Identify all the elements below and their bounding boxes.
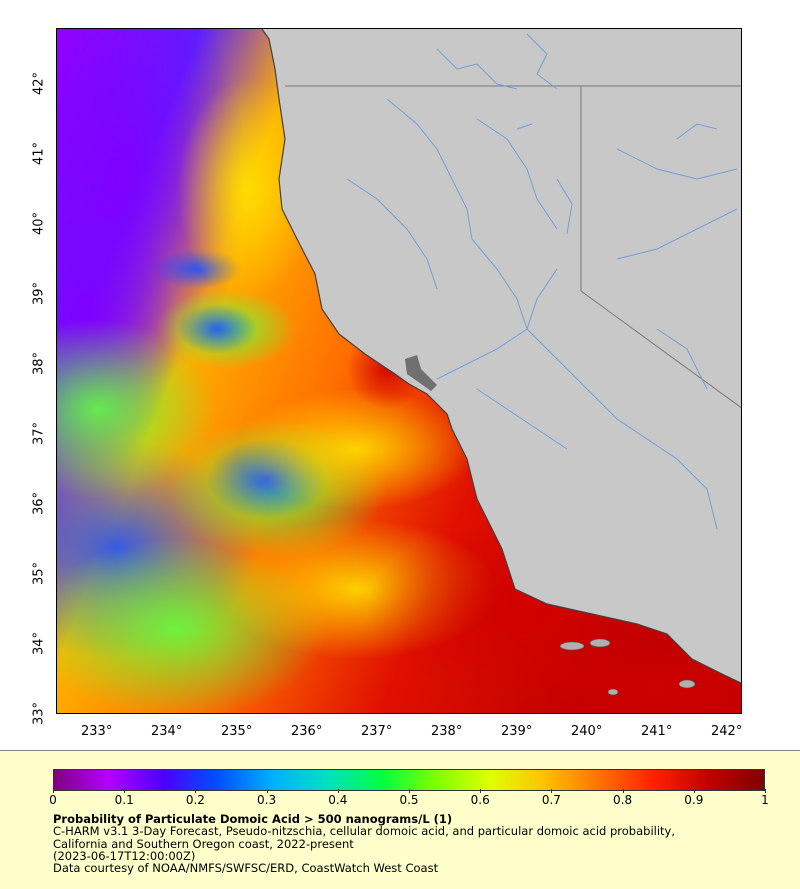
colorbar-tick-mark — [765, 789, 766, 793]
colorbar-tick-label: 0.7 — [541, 793, 561, 807]
caption: Probability of Particulate Domoic Acid >… — [53, 812, 793, 876]
colorbar-tick-label: 0.9 — [684, 793, 704, 807]
lat-tick-label: 41° — [31, 141, 47, 166]
lat-tick-label: 40° — [31, 211, 47, 236]
channel-island — [607, 688, 619, 696]
colorbar-tick-label: 0.2 — [185, 793, 205, 807]
channel-island — [678, 679, 696, 689]
lon-tick-label: 237° — [361, 724, 393, 739]
colorbar-tick-mark — [693, 789, 695, 793]
colorbar-tick-mark — [622, 789, 624, 793]
lat-tick-label: 35° — [31, 561, 47, 586]
colorbar — [53, 769, 765, 791]
colorbar-tick-label: 0.1 — [114, 793, 134, 807]
state-border-ca-nv — [580, 86, 741, 409]
colorbar-tick-label: 1 — [761, 793, 769, 807]
legend-panel: Probability of Particulate Domoic Acid >… — [0, 750, 800, 889]
colorbar-tick-mark — [124, 789, 126, 793]
rivers — [346, 33, 738, 530]
map-svg — [57, 29, 741, 713]
caption-title: Probability of Particulate Domoic Acid >… — [53, 812, 453, 826]
colorbar-tick-label: 0 — [49, 793, 57, 807]
channel-island — [559, 641, 585, 651]
caption-line: Data courtesy of NOAA/NMFS/SWFSC/ERD, Co… — [53, 861, 439, 876]
colorbar-tick-mark — [53, 789, 54, 793]
colorbar-tick-label: 0.4 — [328, 793, 348, 807]
colorbar-tick-mark — [266, 789, 268, 793]
lat-tick-label: 37° — [31, 421, 47, 446]
lat-tick-label: 34° — [31, 631, 47, 656]
lon-tick-label: 233° — [81, 724, 113, 739]
sf-bay — [405, 355, 437, 391]
lat-tick-label: 42° — [31, 71, 47, 96]
colorbar-tick-label: 0.3 — [257, 793, 277, 807]
colorbar-tick-mark — [480, 789, 482, 793]
coastline — [261, 29, 741, 684]
lon-tick-label: 238° — [431, 724, 463, 739]
lon-tick-label: 234° — [151, 724, 183, 739]
caption-line: C-HARM v3.1 3-Day Forecast, Pseudo-nitzs… — [53, 824, 675, 839]
map-panel[interactable] — [56, 28, 742, 714]
colorbar-tick-label: 0.6 — [470, 793, 490, 807]
lat-tick-label: 38° — [31, 351, 47, 376]
lon-tick-label: 239° — [501, 724, 533, 739]
lon-tick-label: 235° — [221, 724, 253, 739]
colorbar-tick-mark — [409, 789, 410, 793]
lat-tick-label: 36° — [31, 491, 47, 516]
colorbar-tick-mark — [195, 789, 197, 793]
caption-line: California and Southern Oregon coast, 20… — [53, 836, 354, 851]
lat-tick-label: 33° — [31, 701, 47, 726]
colorbar-tick-label: 0.8 — [613, 793, 633, 807]
lon-tick-label: 236° — [291, 724, 323, 739]
colorbar-tick-label: 0.5 — [399, 793, 419, 807]
lat-tick-label: 39° — [31, 281, 47, 306]
lon-tick-label: 240° — [571, 724, 603, 739]
channel-island — [589, 638, 611, 648]
lon-tick-label: 242° — [711, 724, 743, 739]
caption-line: (2023-06-17T12:00:00Z) — [53, 848, 196, 863]
colorbar-tick-mark — [337, 789, 339, 793]
colorbar-tick-mark — [551, 789, 553, 793]
lon-tick-label: 241° — [641, 724, 673, 739]
